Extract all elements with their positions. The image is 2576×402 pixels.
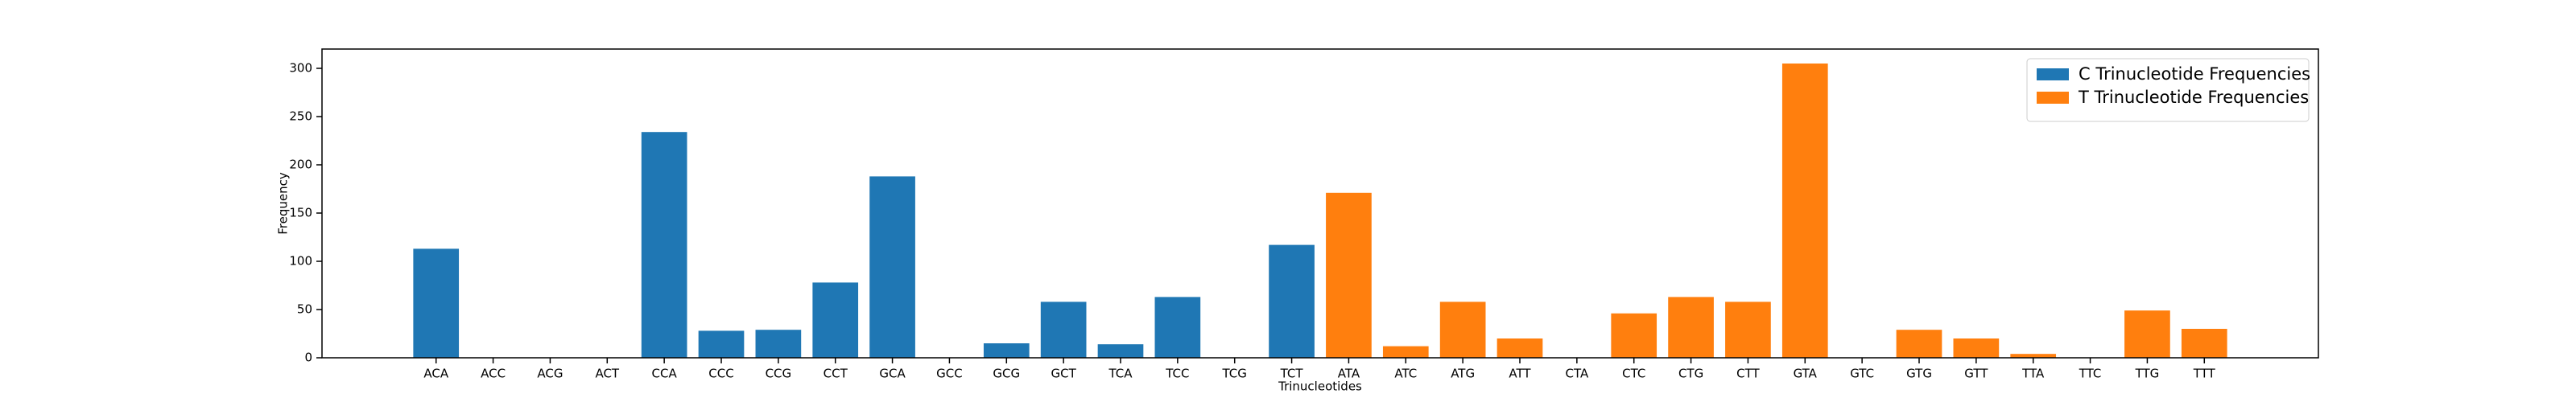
legend-swatch (2037, 68, 2069, 80)
x-tick-label: TTA (2021, 367, 2045, 381)
x-tick-label: TCC (1165, 367, 1189, 381)
y-tick-label: 50 (297, 302, 312, 317)
bar (698, 330, 745, 358)
x-axis-label: Trinucleotides (1278, 379, 1362, 394)
bar (755, 330, 802, 358)
bar (1097, 344, 1144, 358)
x-tick-label: CTC (1622, 367, 1645, 381)
y-axis-label: Frequency (276, 172, 291, 235)
bar (1269, 244, 1315, 358)
x-tick-label: GCG (993, 367, 1020, 381)
x-tick-label: ATT (1509, 367, 1531, 381)
bar (1781, 64, 1828, 358)
x-tick-label: TCG (1222, 367, 1247, 381)
x-tick-label: CCT (824, 367, 848, 381)
bar (1040, 302, 1087, 358)
x-tick-label: TCA (1108, 367, 1133, 381)
x-tick-label: ATA (1338, 367, 1360, 381)
legend-label: C Trinucleotide Frequencies (2079, 64, 2310, 84)
x-tick-label: GCT (1051, 367, 1077, 381)
x-tick-label: CCA (652, 367, 678, 381)
plot-frame (321, 48, 2319, 359)
bar (641, 132, 687, 358)
bar (983, 343, 1030, 358)
x-tick-label: CCC (708, 367, 733, 381)
bar (413, 248, 460, 358)
x-tick-label: GTG (1906, 367, 1932, 381)
bar (1439, 302, 1486, 358)
y-tick-label: 250 (289, 109, 312, 124)
x-tick-label: GCA (879, 367, 906, 381)
bar (2124, 310, 2170, 358)
x-tick-label: ACG (537, 367, 563, 381)
x-tick-label: ACC (481, 367, 506, 381)
bar (1725, 302, 1771, 358)
legend-label: T Trinucleotide Frequencies (2078, 88, 2309, 107)
x-tick-label: CCG (766, 367, 792, 381)
x-tick-label: ATC (1394, 367, 1417, 381)
x-tick-label: GCC (936, 367, 963, 381)
legend-swatch (2037, 92, 2069, 104)
y-tick-label: 150 (289, 206, 312, 220)
x-tick-label: ACT (595, 367, 619, 381)
x-tick-label: GTA (1794, 367, 1818, 381)
x-tick-label: TTC (2079, 367, 2102, 381)
legend-box (2026, 58, 2310, 122)
x-tick-label: ACA (423, 367, 448, 381)
bar (1668, 297, 1714, 358)
bar (1896, 330, 1942, 358)
bar (869, 176, 915, 358)
bar (1953, 338, 2000, 358)
x-tick-label: CTT (1736, 367, 1760, 381)
x-tick-label: CTG (1678, 367, 1703, 381)
x-tick-label: GTT (1964, 367, 1988, 381)
y-tick-label: 300 (289, 61, 312, 76)
x-tick-label: ATG (1451, 367, 1475, 381)
bar (1611, 313, 1657, 358)
y-tick-label: 200 (289, 158, 312, 172)
x-tick-label: CTA (1565, 367, 1588, 381)
x-tick-label: GTC (1850, 367, 1874, 381)
x-tick-label: TTT (2193, 367, 2216, 381)
bar (812, 282, 859, 358)
bar (1382, 346, 1429, 358)
y-tick-label: 0 (304, 351, 312, 365)
bar (1326, 192, 1372, 358)
x-tick-label: TCT (1280, 367, 1304, 381)
x-tick-label: TTG (2135, 367, 2160, 381)
bar (2181, 329, 2227, 358)
bar (2010, 354, 2057, 358)
bar (1154, 297, 1201, 358)
y-tick-label: 100 (289, 254, 312, 269)
bar (1496, 338, 1543, 358)
